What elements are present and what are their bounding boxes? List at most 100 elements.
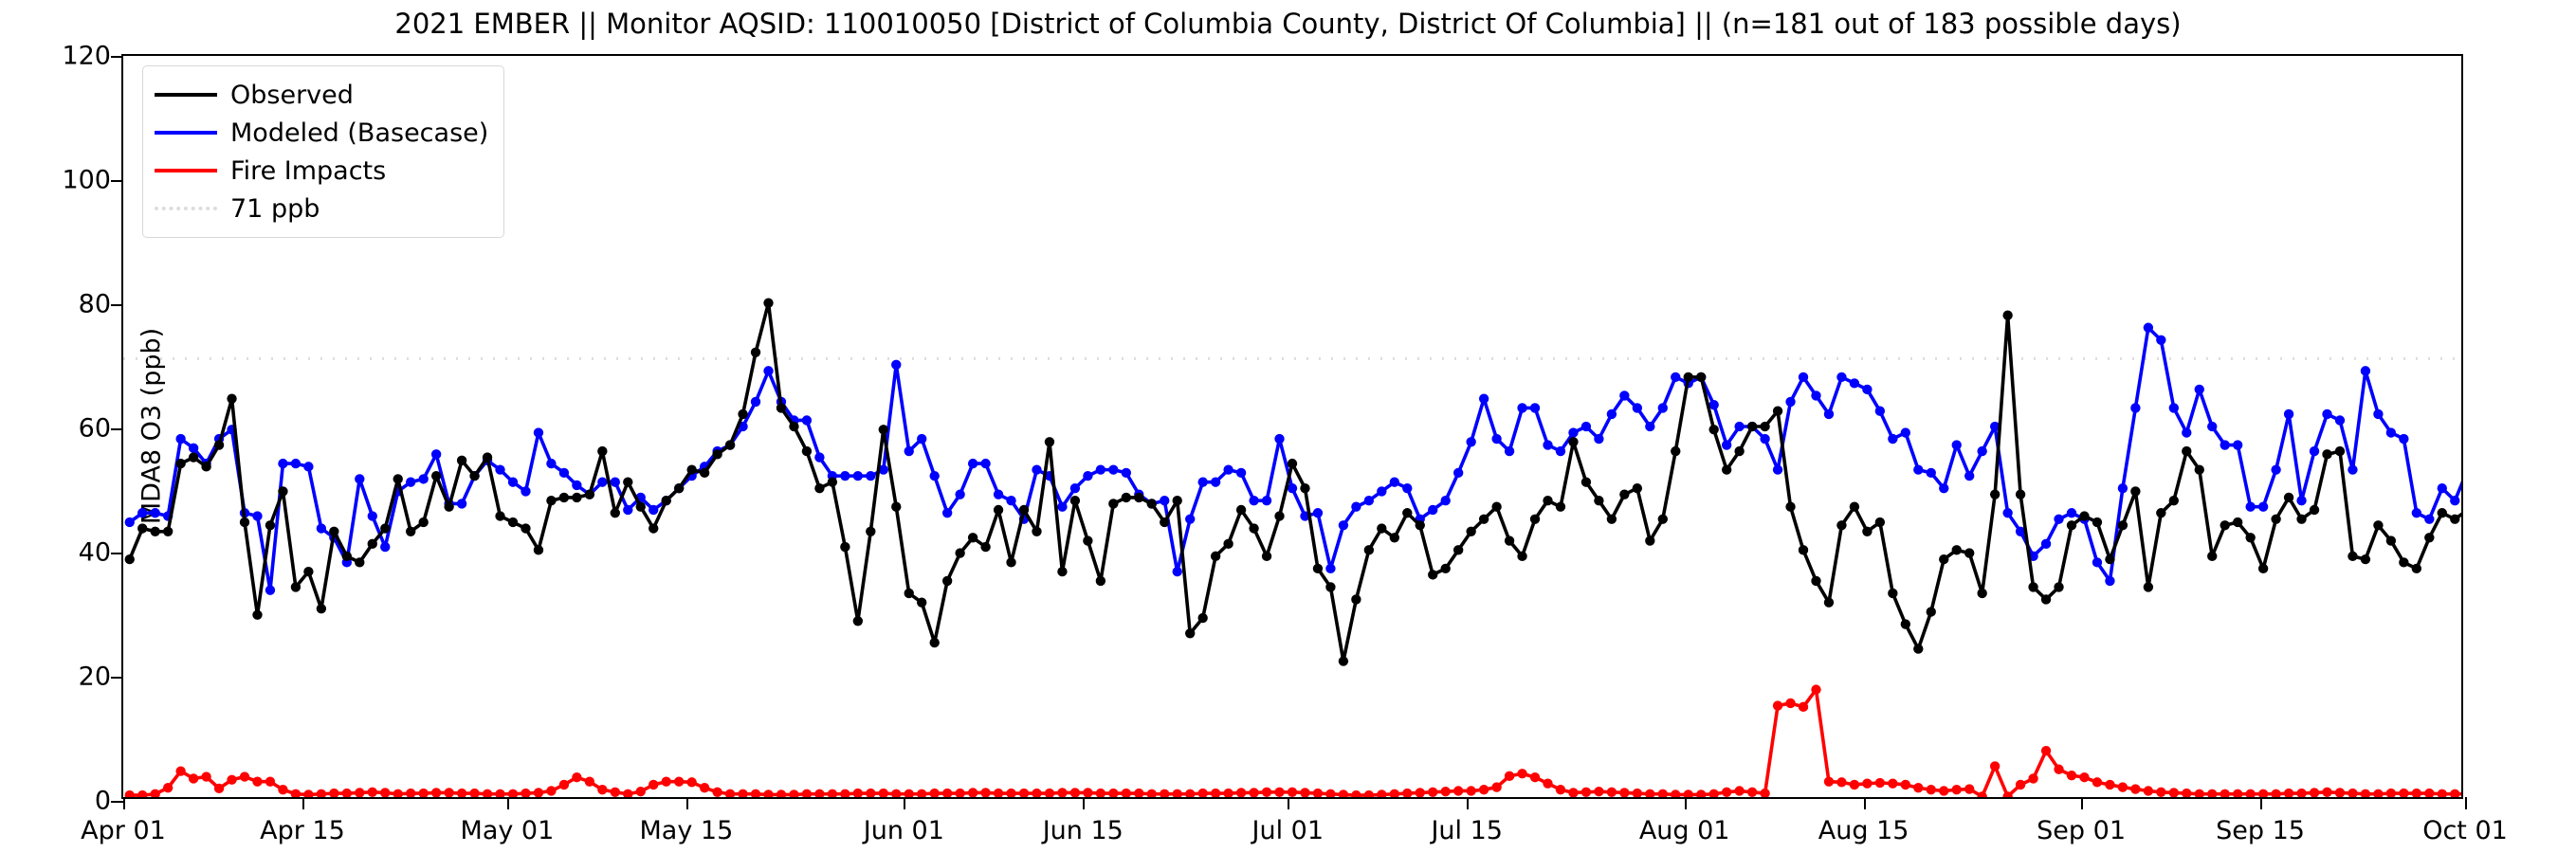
data-point (1440, 786, 1451, 797)
data-point (2411, 788, 2422, 797)
data-point (1543, 496, 1553, 506)
x-tick-label: May 15 (639, 816, 734, 845)
data-point (175, 458, 186, 469)
data-point (1594, 433, 1604, 445)
data-point (2002, 310, 2013, 320)
data-point (290, 582, 301, 592)
data-point (2245, 789, 2256, 797)
data-point (1428, 787, 1438, 797)
data-point (1568, 437, 1579, 447)
data-point (1057, 788, 1068, 797)
x-tick-mark (2465, 797, 2467, 809)
data-point (2450, 496, 2460, 506)
data-point (1683, 372, 1693, 383)
data-point (1926, 467, 1936, 479)
data-point (941, 788, 953, 797)
data-point (610, 477, 620, 487)
data-point (2399, 557, 2409, 568)
data-point (1900, 427, 1911, 438)
data-point (1108, 788, 1119, 797)
data-point (456, 455, 467, 466)
data-point (980, 541, 991, 553)
data-point (686, 777, 697, 788)
data-point (2399, 433, 2409, 445)
legend-swatch (155, 131, 217, 135)
data-point (2257, 501, 2269, 512)
x-tick-mark (1083, 797, 1086, 809)
data-point (2066, 771, 2077, 781)
data-point (2411, 508, 2422, 518)
data-point (1440, 563, 1451, 574)
data-point (2309, 504, 2320, 516)
data-point (1926, 607, 1936, 617)
data-point (227, 774, 237, 785)
data-point (572, 771, 582, 783)
data-point (967, 533, 978, 543)
data-point (1708, 789, 1719, 797)
data-point (2348, 464, 2358, 475)
data-point (1032, 526, 1042, 536)
data-point (2207, 421, 2218, 432)
data-point (1210, 477, 1221, 487)
data-point (1452, 545, 1464, 555)
data-point (2015, 526, 2026, 536)
y-tick-label: 60 (78, 413, 111, 444)
data-point (635, 501, 646, 512)
data-point (1594, 496, 1604, 506)
data-point (1939, 554, 1949, 565)
data-point (1977, 445, 1987, 457)
data-point (572, 480, 582, 491)
data-point (1798, 701, 1809, 713)
data-point (1734, 421, 1745, 432)
data-point (2450, 514, 2460, 524)
data-point (1095, 788, 1106, 797)
data-point (699, 783, 710, 793)
data-point (1261, 551, 1272, 562)
data-point (2232, 789, 2243, 797)
data-point (1823, 597, 1835, 608)
data-point (1160, 517, 1170, 528)
data-point (430, 788, 442, 797)
data-point (1529, 514, 1541, 524)
data-point (917, 433, 927, 445)
data-point (750, 789, 761, 797)
data-point (124, 554, 135, 565)
data-point (2117, 520, 2128, 531)
data-point (521, 486, 531, 497)
data-point (2450, 789, 2460, 797)
data-point (1363, 496, 1375, 506)
y-tick-mark (111, 180, 123, 182)
data-point (406, 477, 416, 487)
data-point (1543, 778, 1553, 789)
x-tick-label: May 01 (460, 816, 555, 845)
legend-swatch (155, 207, 217, 210)
x-tick-mark (1467, 797, 1470, 809)
data-point (1811, 390, 1821, 401)
data-point (572, 492, 582, 503)
data-point (1708, 400, 1719, 410)
data-point (1619, 390, 1630, 401)
data-point (1160, 789, 1170, 797)
data-point (2194, 789, 2204, 797)
data-point (546, 458, 557, 469)
legend-label: Observed (230, 80, 354, 110)
data-point (1223, 538, 1233, 549)
data-point (252, 776, 263, 787)
data-point (2079, 771, 2090, 783)
data-point (840, 470, 850, 481)
data-point (814, 452, 825, 463)
data-point (2257, 789, 2269, 797)
legend-label: Modeled (Basecase) (230, 118, 489, 148)
data-point (1377, 486, 1387, 497)
data-point (1708, 425, 1719, 435)
data-point (469, 788, 480, 797)
data-point (1606, 514, 1617, 524)
data-point (2079, 511, 2090, 521)
data-point (1197, 788, 1208, 797)
data-point (610, 787, 620, 797)
data-point (2015, 779, 2026, 790)
data-point (661, 496, 671, 506)
data-point (1249, 496, 1259, 506)
data-point (137, 508, 148, 518)
data-point (1338, 789, 1349, 797)
